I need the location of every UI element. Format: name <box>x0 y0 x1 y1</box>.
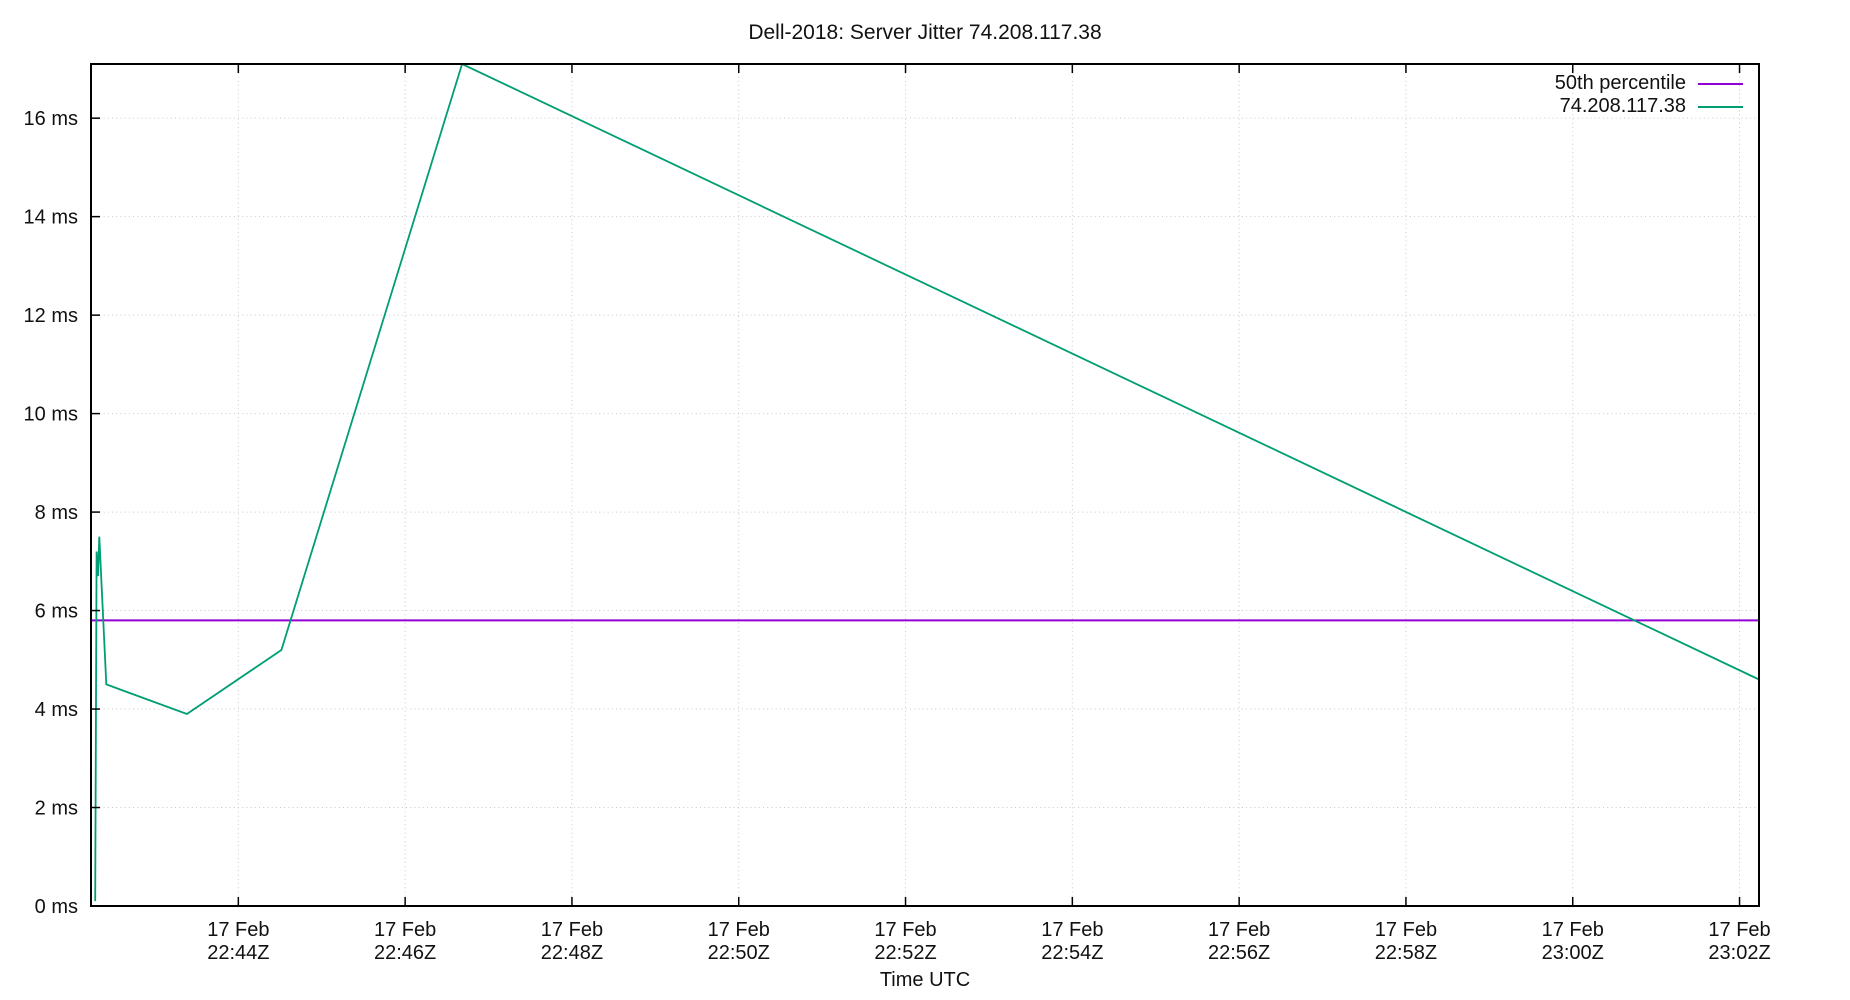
legend-label-series: 74.208.117.38 <box>1559 95 1686 117</box>
legend: 50th percentile 74.208.117.38 <box>1555 72 1743 118</box>
legend-line-sample-series <box>1698 105 1743 108</box>
x-tick-label: 17 Feb 22:50Z <box>708 919 770 964</box>
legend-row-percentile: 50th percentile <box>1555 72 1743 95</box>
x-tick-label: 17 Feb 22:48Z <box>541 919 603 964</box>
plot-border <box>90 63 1760 907</box>
y-tick-label: 6 ms <box>35 601 78 623</box>
y-tick-label: 4 ms <box>35 699 78 721</box>
legend-line-sample-percentile <box>1698 82 1743 85</box>
y-tick-label: 0 ms <box>35 896 78 918</box>
x-tick-label: 17 Feb 22:56Z <box>1208 919 1270 964</box>
tick-labels-layer: 0 ms 2 ms 4 ms 6 ms 8 ms 10 ms 12 ms 14 ms 16 ms… <box>24 108 1771 964</box>
x-tick-label: 17 Feb 23:02Z <box>1708 919 1770 964</box>
x-tick-label: 17 Feb 22:46Z <box>374 919 436 964</box>
y-tick-label: 12 ms <box>24 305 78 327</box>
y-tick-label: 10 ms <box>24 404 78 426</box>
jitter-line <box>94 62 1760 902</box>
x-tick-label: 17 Feb 23:00Z <box>1542 919 1604 964</box>
grid-layer <box>91 64 1759 906</box>
legend-row-series: 74.208.117.38 <box>1555 95 1743 118</box>
x-tick-label: 17 Feb 22:44Z <box>207 919 269 964</box>
y-tick-label: 16 ms <box>24 108 78 130</box>
y-tick-label: 2 ms <box>35 798 78 820</box>
x-tick-label: 17 Feb 22:54Z <box>1041 919 1103 964</box>
x-tick-label: 17 Feb 22:52Z <box>874 919 936 964</box>
y-tick-label: 14 ms <box>24 207 78 229</box>
series-layer <box>91 62 1760 902</box>
x-tick-label: 17 Feb 22:58Z <box>1375 919 1437 964</box>
y-tick-label: 8 ms <box>35 502 78 524</box>
axes-layer <box>90 63 1760 907</box>
legend-label-percentile: 50th percentile <box>1554 72 1686 94</box>
chart-title: Dell-2018: Server Jitter 74.208.117.38 <box>748 21 1102 44</box>
x-axis-label: Time UTC <box>879 969 971 991</box>
